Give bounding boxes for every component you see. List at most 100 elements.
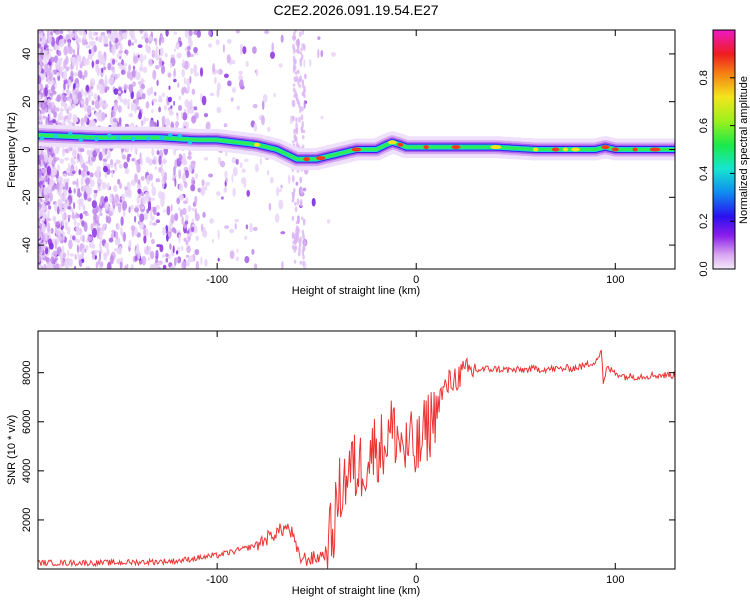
noise-speck (85, 244, 89, 251)
y-tick-label: -20 (21, 189, 33, 205)
noise-speck (191, 88, 196, 95)
noise-speck (45, 247, 49, 255)
noise-speck (158, 106, 162, 113)
noise-speck (149, 220, 152, 226)
noise-speck (119, 56, 122, 60)
noise-speck (160, 64, 166, 75)
noise-speck (99, 84, 105, 95)
noise-speck (87, 93, 92, 102)
noise-speck (291, 215, 295, 221)
noise-speck (93, 93, 98, 101)
noise-speck (170, 214, 175, 224)
noise-speck (44, 154, 48, 162)
noise-speck (216, 82, 221, 91)
noise-speck (184, 47, 188, 52)
noise-speck (77, 70, 83, 79)
noise-speck (249, 222, 253, 233)
noise-speck (163, 157, 166, 165)
noise-speck (151, 148, 155, 157)
noise-speck (48, 154, 52, 165)
noise-speck (50, 36, 56, 47)
noise-speck (118, 64, 124, 70)
noise-speck (119, 182, 122, 189)
noise-speck (232, 87, 236, 93)
noise-speck (60, 116, 65, 121)
noise-speck (160, 47, 164, 57)
noise-speck (55, 221, 60, 226)
noise-speck (140, 83, 145, 90)
noise-speck (91, 107, 96, 111)
noise-speck (145, 101, 150, 109)
noise-speck (75, 165, 78, 173)
noise-speck (103, 43, 109, 47)
noise-speck (133, 38, 138, 44)
noise-speck (38, 254, 42, 263)
noise-speck (194, 225, 198, 234)
noise-speck (123, 161, 128, 169)
noise-speck (173, 78, 177, 83)
noise-speck (143, 116, 146, 124)
noise-speck (61, 245, 65, 255)
noise-speck (127, 39, 132, 47)
noise-speck (181, 174, 187, 182)
noise-speck (62, 188, 68, 197)
noise-speck (54, 202, 58, 212)
ridge-blob (39, 136, 45, 141)
noise-speck (167, 233, 171, 237)
noise-speck (127, 98, 130, 108)
noise-speck (71, 211, 75, 220)
noise-speck (209, 92, 215, 97)
noise-speck (112, 69, 116, 77)
noise-speck (194, 213, 200, 222)
noise-speck (139, 220, 144, 230)
noise-speck (174, 260, 177, 267)
noise-speck (234, 223, 237, 230)
noise-speck (292, 99, 296, 108)
noise-speck (65, 66, 69, 72)
noise-speck (134, 255, 138, 262)
noise-speck (129, 113, 133, 118)
noise-speck (98, 67, 103, 75)
ridge-hotspot (551, 147, 560, 152)
noise-speck (51, 84, 55, 93)
noise-speck (137, 188, 142, 194)
noise-speck (152, 98, 158, 103)
noise-speck (117, 73, 121, 78)
noise-speck (168, 224, 172, 233)
noise-speck (152, 159, 156, 165)
colorbar: 0.0 0.2 0.4 0.6 0.8 Normalized spectral ampl… (698, 29, 750, 277)
noise-speck (131, 81, 136, 87)
ridge-hotspot (649, 147, 661, 152)
ridge-blob (168, 133, 173, 138)
noise-speck (57, 164, 60, 172)
noise-speck (49, 178, 55, 187)
noise-speck (302, 187, 307, 192)
noise-speck (109, 40, 112, 48)
noise-speck (126, 263, 129, 269)
noise-speck (136, 91, 141, 99)
noise-speck (195, 260, 200, 269)
noise-speck (143, 235, 147, 244)
noise-speck (132, 103, 137, 112)
noise-speck (205, 121, 211, 131)
noise-speck (48, 34, 52, 45)
noise-speck (149, 250, 155, 260)
noise-speck (54, 42, 58, 51)
noise-speck (152, 222, 157, 226)
noise-speck (103, 161, 107, 167)
ridge-hotspot (351, 147, 362, 152)
noise-speck (301, 135, 305, 140)
noise-speck (98, 151, 103, 161)
noise-speck (302, 247, 306, 252)
noise-speck (47, 80, 51, 85)
noise-speck (188, 255, 194, 263)
noise-speck (63, 59, 67, 69)
noise-speck (46, 166, 52, 176)
noise-speck (300, 216, 304, 221)
ridge-blob (187, 140, 193, 145)
y-tick-label: 40 (21, 48, 33, 60)
noise-speck (91, 37, 94, 41)
noise-speck (128, 64, 132, 72)
noise-speck (73, 188, 76, 194)
noise-speck (69, 98, 73, 104)
